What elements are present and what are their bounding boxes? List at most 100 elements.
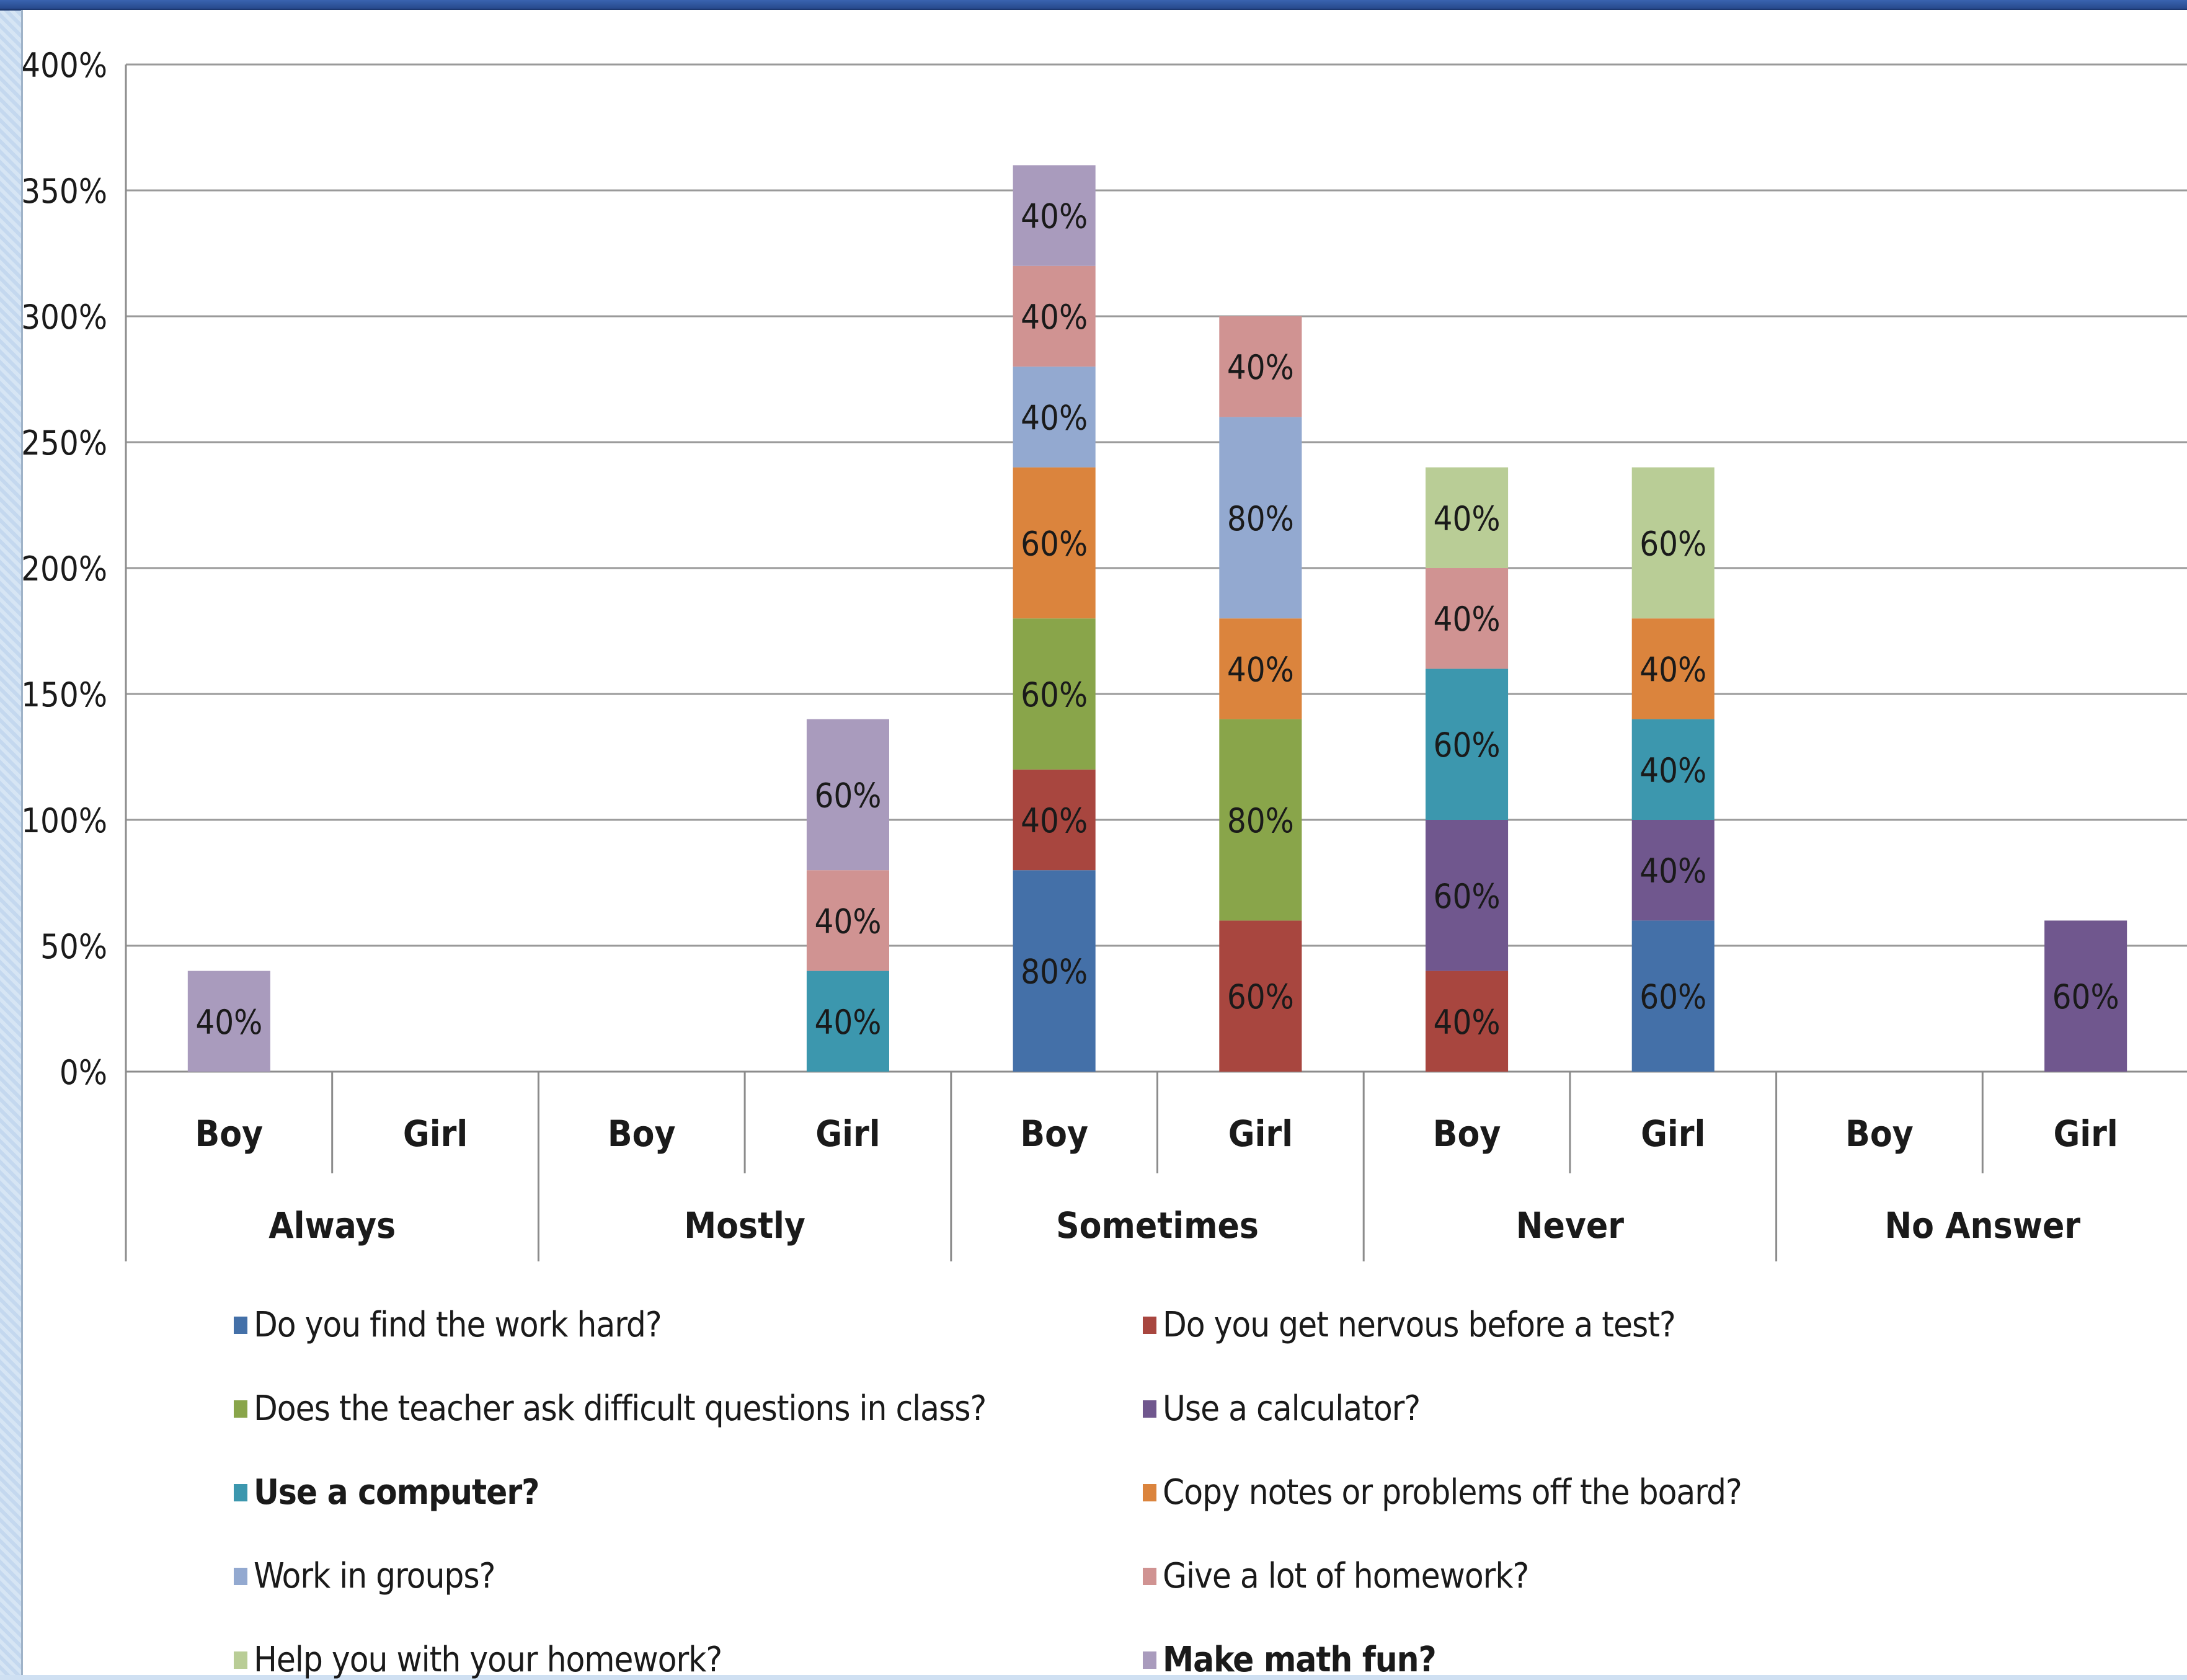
y-tick-label: 250% [23, 424, 107, 463]
bar-segment [1013, 265, 1096, 367]
data-label: 40% [814, 1003, 881, 1042]
bar-segment [1219, 920, 1302, 1072]
legend-swatch [234, 1316, 247, 1334]
legend-item: Help you with your homework? [234, 1640, 722, 1680]
data-label: 40% [1021, 298, 1088, 337]
bar-segment [1013, 367, 1096, 468]
x-category-label: Boy [195, 1113, 264, 1155]
x-group-label: Sometimes [1056, 1204, 1259, 1247]
y-tick-label: 400% [23, 46, 107, 85]
data-label: 40% [1434, 1003, 1501, 1042]
legend-swatch [1143, 1567, 1156, 1585]
legend-item: Copy notes or problems off the board? [1143, 1472, 1742, 1513]
bar-segment [806, 870, 889, 971]
x-category-label: Girl [1641, 1113, 1705, 1155]
data-label: 80% [1227, 499, 1294, 538]
data-label: 40% [1227, 650, 1294, 689]
bar-segment [1013, 870, 1096, 1072]
y-tick-label: 100% [23, 801, 107, 840]
legend-label: Do you get nervous before a test? [1163, 1305, 1676, 1345]
data-label: 60% [1434, 726, 1501, 765]
chart-panel: 0% 50% 100% 150% 200% 250% 300% 350% 400% 40% 40% 4… [21, 10, 2187, 1680]
bar-segment [1426, 971, 1509, 1072]
data-label: 60% [1227, 977, 1294, 1016]
data-label: 40% [814, 902, 881, 941]
bar-segment [1426, 820, 1509, 971]
legend-swatch [234, 1567, 247, 1585]
data-label: 40% [1021, 197, 1088, 236]
x-group-label: Never [1516, 1204, 1624, 1247]
x-category-label: Girl [403, 1113, 468, 1155]
data-label: 60% [814, 776, 881, 815]
legend-label: Make math fun? [1163, 1640, 1437, 1680]
y-tick-label: 300% [23, 298, 107, 337]
bar-segment [1219, 719, 1302, 921]
data-label: 60% [1021, 524, 1088, 563]
data-label: 40% [1021, 801, 1088, 840]
bar-segment [1013, 618, 1096, 770]
bar-segment [806, 971, 889, 1072]
legend-item: Make math fun? [1143, 1640, 1437, 1680]
bar-segment [187, 971, 270, 1072]
bar-segment [1219, 618, 1302, 719]
legend-label: Does the teacher ask difficult questions… [254, 1389, 987, 1429]
legend-swatch [1143, 1651, 1156, 1669]
x-category-label: Boy [1020, 1113, 1088, 1155]
legend-swatch [1143, 1483, 1156, 1501]
legend-swatch [1143, 1400, 1156, 1418]
bar-segment [1013, 467, 1096, 619]
bar-segment [1631, 920, 1715, 1072]
data-label: 40% [1639, 751, 1706, 790]
data-label: 40% [195, 1003, 262, 1042]
legend-item: Do you get nervous before a test? [1143, 1305, 1676, 1345]
legend-swatch [1143, 1316, 1156, 1334]
data-label: 40% [1021, 398, 1088, 437]
x-category-label: Girl [2053, 1113, 2118, 1155]
bar-segment [1426, 669, 1509, 820]
bar-segment [1219, 417, 1302, 619]
x-group-label: Mostly [684, 1204, 805, 1247]
data-label: 60% [1021, 675, 1088, 714]
y-tick-label: 50% [40, 927, 107, 966]
bar-segment [1631, 467, 1715, 619]
legend-item: Do you find the work hard? [234, 1305, 662, 1345]
y-tick-label: 200% [23, 549, 107, 589]
legend-label: Use a calculator? [1163, 1389, 1421, 1429]
data-label: 80% [1227, 801, 1294, 840]
x-category-label: Boy [1845, 1113, 1914, 1155]
y-tick-label: 150% [23, 675, 107, 714]
x-group-label: Always [268, 1204, 396, 1247]
bar-segment [1426, 568, 1509, 669]
data-label: 60% [1639, 524, 1706, 563]
data-label: 60% [2052, 977, 2119, 1016]
legend-label: Use a computer? [254, 1472, 539, 1513]
window-title-bar [0, 0, 2187, 11]
data-label: 80% [1021, 953, 1088, 992]
data-label: 40% [1434, 600, 1501, 639]
legend-label: Give a lot of homework? [1163, 1556, 1529, 1596]
bar-segment [806, 719, 889, 871]
legend-item: Work in groups? [234, 1556, 495, 1596]
x-group-label: No Answer [1884, 1204, 2080, 1247]
bar-segment [1631, 820, 1715, 921]
legend-item: Does the teacher ask difficult questions… [234, 1389, 987, 1429]
y-tick-label: 350% [23, 172, 107, 211]
bar-segment [1631, 719, 1715, 820]
bar-segment [2044, 920, 2127, 1072]
legend-swatch [234, 1483, 247, 1501]
data-label: 60% [1639, 977, 1706, 1016]
data-label: 40% [1227, 348, 1294, 387]
x-category-label: Girl [1228, 1113, 1293, 1155]
y-tick-label: 0% [60, 1053, 107, 1092]
bar-segment [1426, 467, 1509, 568]
legend-item: Use a computer? [234, 1472, 539, 1513]
stacked-bar-chart: 0% 50% 100% 150% 200% 250% 300% 350% 400% 40% 40% 4… [23, 46, 2187, 1261]
bar-segment [1631, 618, 1715, 719]
bar-segment [1219, 316, 1302, 417]
x-category-label: Girl [815, 1113, 880, 1155]
x-category-label: Boy [608, 1113, 676, 1155]
legend-label: Do you find the work hard? [254, 1305, 662, 1345]
bar-segment [1013, 165, 1096, 266]
legend-swatch [234, 1400, 247, 1418]
data-label: 40% [1434, 499, 1501, 538]
